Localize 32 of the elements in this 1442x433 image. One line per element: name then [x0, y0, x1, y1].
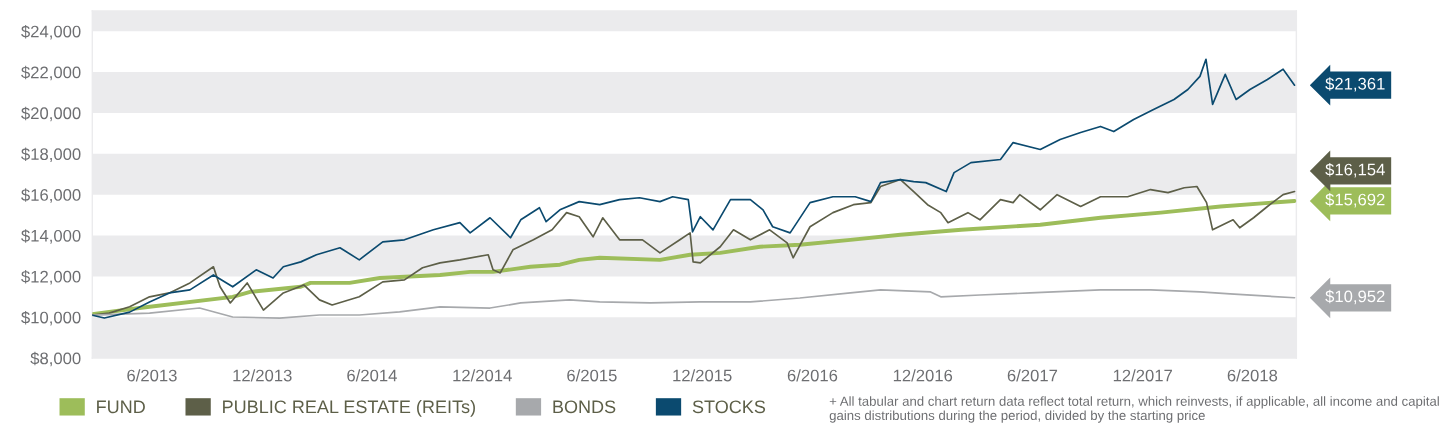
x-tick-label: 6/2013 [127, 369, 177, 382]
data-label: $10,952 [1325, 289, 1385, 305]
y-tick-label: $10,000 [21, 310, 81, 326]
legend-label: BONDS [553, 400, 616, 414]
x-tick-label: 12/2015 [673, 369, 732, 382]
x-tick-label: 12/2016 [893, 369, 953, 382]
y-tick-label: $18,000 [21, 147, 81, 162]
data-label: $15,692 [1325, 192, 1385, 208]
x-tick-label: 12/2017 [1113, 369, 1172, 382]
x-tick-label: 6/2014 [347, 369, 397, 382]
y-tick-label: $14,000 [21, 229, 81, 244]
y-tick-label: $22,000 [21, 65, 81, 81]
y-tick-label: $20,000 [21, 106, 81, 122]
x-tick-label: 12/2013 [233, 369, 292, 382]
legend-label: STOCKS [692, 400, 766, 414]
data-label: $16,154 [1325, 162, 1385, 178]
line-series [92, 289, 1296, 319]
y-tick-label: $8,000 [30, 351, 81, 367]
x-tick-label: 6/2016 [787, 369, 838, 382]
data-label: $21,361 [1325, 77, 1385, 92]
y-tick-label: $16,000 [21, 188, 81, 203]
legend-label: FUND [97, 400, 145, 414]
x-tick-label: 6/2018 [1227, 369, 1278, 382]
x-tick-label: 12/2014 [453, 369, 512, 382]
x-tick-label: 6/2015 [567, 369, 617, 382]
y-tick-label: $12,000 [21, 270, 81, 285]
y-tick-label: $24,000 [21, 24, 81, 40]
line-series [92, 58, 1296, 319]
x-tick-label: 6/2017 [1007, 369, 1058, 382]
text: + All tabular and chart return data reflect total return, which reinvests, if applicable, all income and capital gains distributions during the period, divided by the starting price [829, 396, 1439, 423]
line-series [92, 199, 1297, 317]
legend-label: PUBLIC REAL ESTATE (REITs) [223, 399, 475, 417]
